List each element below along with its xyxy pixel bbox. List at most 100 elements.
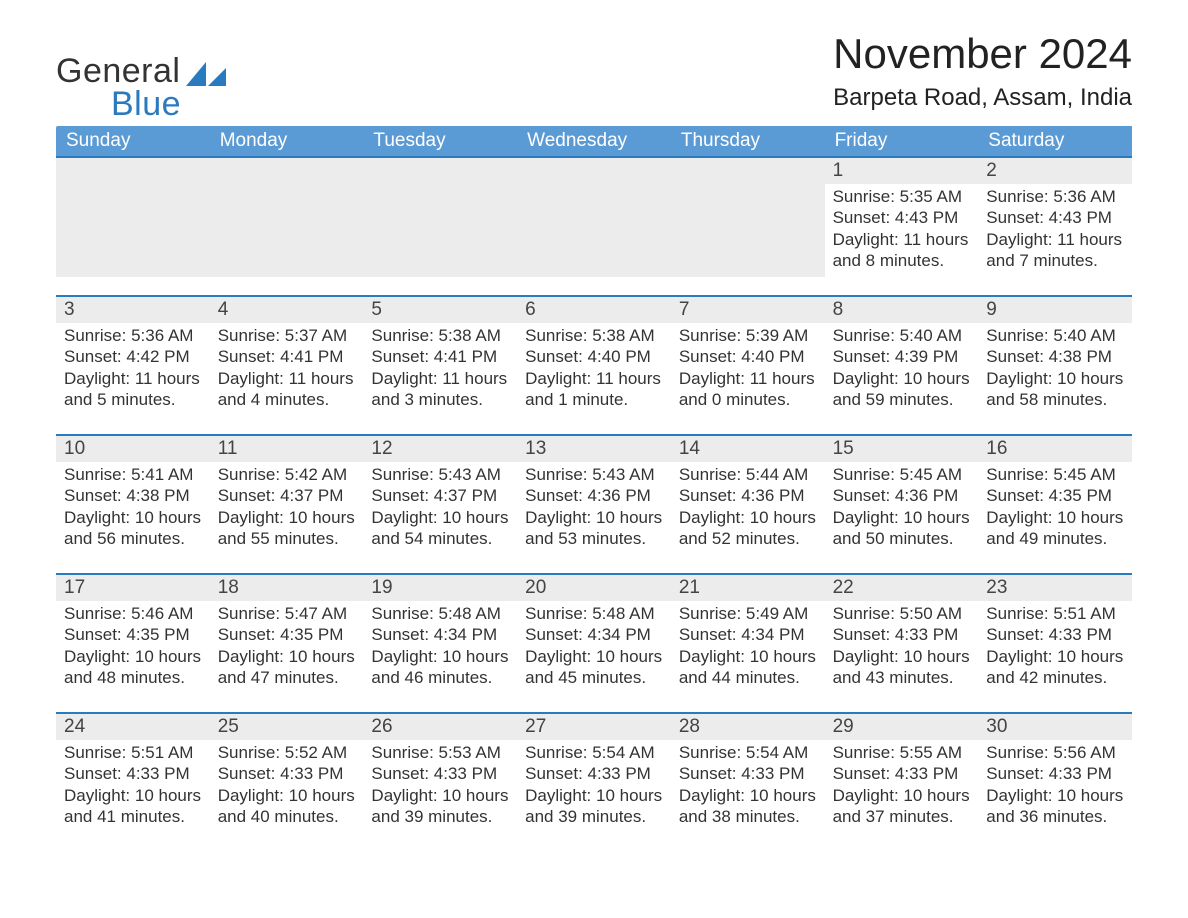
day-number: 29: [825, 714, 979, 740]
sunrise-line: Sunrise: 5:49 AM: [679, 603, 817, 624]
sail-icon: [184, 60, 228, 88]
day-cell-4: 4Sunrise: 5:37 AMSunset: 4:41 PMDaylight…: [210, 295, 364, 416]
day-cell-15: 15Sunrise: 5:45 AMSunset: 4:36 PMDayligh…: [825, 434, 979, 555]
daylight-line: Daylight: 10 hours and 40 minutes.: [218, 785, 356, 828]
sunset-line: Sunset: 4:33 PM: [218, 763, 356, 784]
sunrise-line: Sunrise: 5:52 AM: [218, 742, 356, 763]
sunset-line: Sunset: 4:38 PM: [64, 485, 202, 506]
day-cell-22: 22Sunrise: 5:50 AMSunset: 4:33 PMDayligh…: [825, 573, 979, 694]
day-number: 19: [363, 575, 517, 601]
sunset-line: Sunset: 4:33 PM: [986, 763, 1124, 784]
sunrise-line: Sunrise: 5:48 AM: [371, 603, 509, 624]
day-number: 8: [825, 297, 979, 323]
sunrise-line: Sunrise: 5:50 AM: [833, 603, 971, 624]
day-body: Sunrise: 5:45 AMSunset: 4:36 PMDaylight:…: [825, 462, 979, 555]
day-cell-12: 12Sunrise: 5:43 AMSunset: 4:37 PMDayligh…: [363, 434, 517, 555]
sunrise-line: Sunrise: 5:43 AM: [371, 464, 509, 485]
daylight-line: Daylight: 11 hours and 4 minutes.: [218, 368, 356, 411]
sunrise-line: Sunrise: 5:44 AM: [679, 464, 817, 485]
daynum-row-blank: [517, 158, 671, 184]
week-separator: [56, 416, 1132, 434]
day-number: 18: [210, 575, 364, 601]
logo-word1: General: [56, 55, 180, 87]
day-cell-23: 23Sunrise: 5:51 AMSunset: 4:33 PMDayligh…: [978, 573, 1132, 694]
day-number: 3: [56, 297, 210, 323]
sunrise-line: Sunrise: 5:38 AM: [371, 325, 509, 346]
daylight-line: Daylight: 11 hours and 8 minutes.: [833, 229, 971, 272]
day-cell-13: 13Sunrise: 5:43 AMSunset: 4:36 PMDayligh…: [517, 434, 671, 555]
sunrise-line: Sunrise: 5:36 AM: [64, 325, 202, 346]
daylight-line: Daylight: 10 hours and 48 minutes.: [64, 646, 202, 689]
sunset-line: Sunset: 4:35 PM: [986, 485, 1124, 506]
sunset-line: Sunset: 4:33 PM: [833, 763, 971, 784]
day-body: Sunrise: 5:51 AMSunset: 4:33 PMDaylight:…: [56, 740, 210, 833]
day-body: Sunrise: 5:54 AMSunset: 4:33 PMDaylight:…: [517, 740, 671, 833]
day-number: 25: [210, 714, 364, 740]
daylight-line: Daylight: 10 hours and 53 minutes.: [525, 507, 663, 550]
day-cell-5: 5Sunrise: 5:38 AMSunset: 4:41 PMDaylight…: [363, 295, 517, 416]
day-cell-7: 7Sunrise: 5:39 AMSunset: 4:40 PMDaylight…: [671, 295, 825, 416]
sunrise-line: Sunrise: 5:51 AM: [64, 742, 202, 763]
dayhead-wednesday: Wednesday: [517, 126, 671, 156]
day-body: Sunrise: 5:44 AMSunset: 4:36 PMDaylight:…: [671, 462, 825, 555]
day-body: Sunrise: 5:48 AMSunset: 4:34 PMDaylight:…: [517, 601, 671, 694]
daylight-line: Daylight: 10 hours and 39 minutes.: [525, 785, 663, 828]
daylight-line: Daylight: 10 hours and 54 minutes.: [371, 507, 509, 550]
day-number: 23: [978, 575, 1132, 601]
sunset-line: Sunset: 4:33 PM: [679, 763, 817, 784]
day-body: Sunrise: 5:40 AMSunset: 4:39 PMDaylight:…: [825, 323, 979, 416]
day-number: 7: [671, 297, 825, 323]
sunrise-line: Sunrise: 5:47 AM: [218, 603, 356, 624]
sunset-line: Sunset: 4:41 PM: [218, 346, 356, 367]
daylight-line: Daylight: 10 hours and 44 minutes.: [679, 646, 817, 689]
sunrise-line: Sunrise: 5:55 AM: [833, 742, 971, 763]
sunrise-line: Sunrise: 5:35 AM: [833, 186, 971, 207]
sunset-line: Sunset: 4:36 PM: [833, 485, 971, 506]
sunset-line: Sunset: 4:39 PM: [833, 346, 971, 367]
sunrise-line: Sunrise: 5:38 AM: [525, 325, 663, 346]
daylight-line: Daylight: 10 hours and 39 minutes.: [371, 785, 509, 828]
sunset-line: Sunset: 4:40 PM: [525, 346, 663, 367]
sunrise-line: Sunrise: 5:43 AM: [525, 464, 663, 485]
daylight-line: Daylight: 10 hours and 41 minutes.: [64, 785, 202, 828]
week-separator: [56, 555, 1132, 573]
day-body: Sunrise: 5:52 AMSunset: 4:33 PMDaylight:…: [210, 740, 364, 833]
sunrise-line: Sunrise: 5:36 AM: [986, 186, 1124, 207]
day-body: Sunrise: 5:37 AMSunset: 4:41 PMDaylight:…: [210, 323, 364, 416]
sunrise-line: Sunrise: 5:41 AM: [64, 464, 202, 485]
daylight-line: Daylight: 10 hours and 36 minutes.: [986, 785, 1124, 828]
daylight-line: Daylight: 10 hours and 49 minutes.: [986, 507, 1124, 550]
daynum-row-blank: [363, 158, 517, 184]
calendar-grid: SundayMondayTuesdayWednesdayThursdayFrid…: [56, 126, 1132, 833]
sunrise-line: Sunrise: 5:51 AM: [986, 603, 1124, 624]
day-cell-27: 27Sunrise: 5:54 AMSunset: 4:33 PMDayligh…: [517, 712, 671, 833]
sunset-line: Sunset: 4:41 PM: [371, 346, 509, 367]
sunrise-line: Sunrise: 5:46 AM: [64, 603, 202, 624]
day-body: Sunrise: 5:38 AMSunset: 4:40 PMDaylight:…: [517, 323, 671, 416]
day-body: Sunrise: 5:51 AMSunset: 4:33 PMDaylight:…: [978, 601, 1132, 694]
sunset-line: Sunset: 4:34 PM: [525, 624, 663, 645]
sunset-line: Sunset: 4:33 PM: [525, 763, 663, 784]
location: Barpeta Road, Assam, India: [833, 84, 1132, 112]
sunrise-line: Sunrise: 5:40 AM: [833, 325, 971, 346]
title-block: November 2024 Barpeta Road, Assam, India: [833, 30, 1132, 120]
blank-cell: [671, 156, 825, 277]
daylight-line: Daylight: 10 hours and 37 minutes.: [833, 785, 971, 828]
day-cell-17: 17Sunrise: 5:46 AMSunset: 4:35 PMDayligh…: [56, 573, 210, 694]
day-body: Sunrise: 5:48 AMSunset: 4:34 PMDaylight:…: [363, 601, 517, 694]
logo: General Blue: [56, 55, 228, 120]
daylight-line: Daylight: 10 hours and 47 minutes.: [218, 646, 356, 689]
day-cell-20: 20Sunrise: 5:48 AMSunset: 4:34 PMDayligh…: [517, 573, 671, 694]
daylight-line: Daylight: 10 hours and 59 minutes.: [833, 368, 971, 411]
day-body: Sunrise: 5:43 AMSunset: 4:36 PMDaylight:…: [517, 462, 671, 555]
blank-cell: [56, 156, 210, 277]
daynum-row-blank: [210, 158, 364, 184]
day-number: 10: [56, 436, 210, 462]
blank-cell: [363, 156, 517, 277]
day-cell-9: 9Sunrise: 5:40 AMSunset: 4:38 PMDaylight…: [978, 295, 1132, 416]
day-number: 16: [978, 436, 1132, 462]
day-body: Sunrise: 5:43 AMSunset: 4:37 PMDaylight:…: [363, 462, 517, 555]
day-number: 4: [210, 297, 364, 323]
day-number: 9: [978, 297, 1132, 323]
day-body: Sunrise: 5:40 AMSunset: 4:38 PMDaylight:…: [978, 323, 1132, 416]
